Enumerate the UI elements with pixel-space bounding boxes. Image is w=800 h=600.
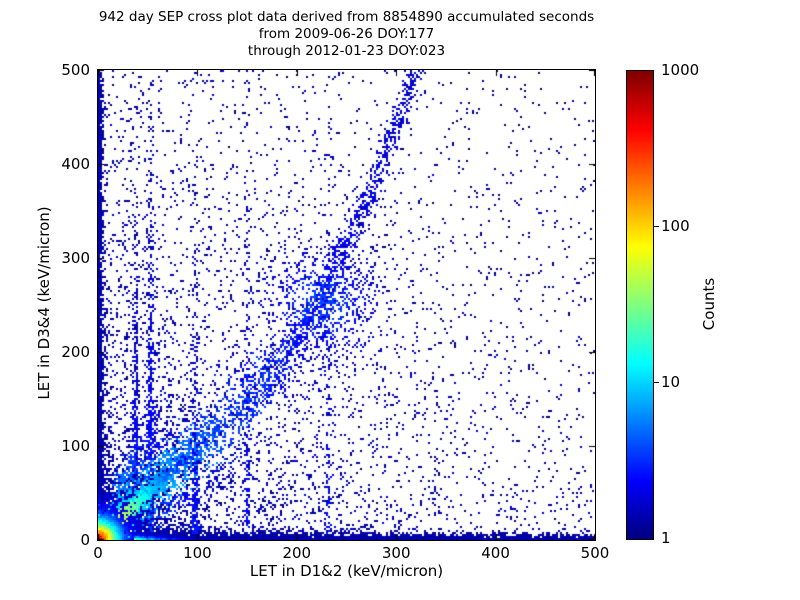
colorbar — [626, 70, 654, 540]
x-tick-label: 400 — [481, 544, 510, 562]
colorbar-tick-label: 1 — [661, 529, 671, 547]
chart-title: 942 day SEP cross plot data derived from… — [98, 9, 595, 60]
colorbar-tick — [654, 226, 659, 227]
colorbar-tick-label: 100 — [661, 217, 690, 235]
x-tick-label: 300 — [381, 544, 411, 562]
y-axis-label: LET in D3&4 (keV/micron) — [35, 206, 53, 400]
colorbar-label: Counts — [700, 277, 718, 331]
x-tick-label: 200 — [282, 544, 312, 562]
title-line-3: through 2012-01-23 DOY:023 — [247, 43, 446, 59]
y-tick-label: 0 — [80, 531, 90, 549]
y-tick-label: 200 — [61, 343, 90, 361]
colorbar-tick-label: 10 — [661, 373, 681, 391]
colorbar-gradient-canvas — [627, 71, 653, 539]
plot-area — [97, 69, 596, 541]
y-tick-label: 100 — [61, 437, 90, 455]
x-tick-label: 0 — [93, 544, 103, 562]
colorbar-tick-label: 1000 — [661, 61, 700, 79]
y-tick-label: 300 — [61, 249, 90, 267]
y-tick-label: 400 — [61, 155, 90, 173]
x-tick-label: 100 — [183, 544, 212, 562]
title-line-1: 942 day SEP cross plot data derived from… — [98, 9, 595, 25]
scatter-heatmap-canvas — [98, 70, 595, 540]
colorbar-tick — [654, 382, 659, 383]
title-line-2: from 2009-06-26 DOY:177 — [258, 26, 435, 42]
y-tick-label: 500 — [61, 61, 90, 79]
x-axis-label: LET in D1&2 (keV/micron) — [249, 562, 444, 580]
x-tick-label: 500 — [580, 544, 610, 562]
